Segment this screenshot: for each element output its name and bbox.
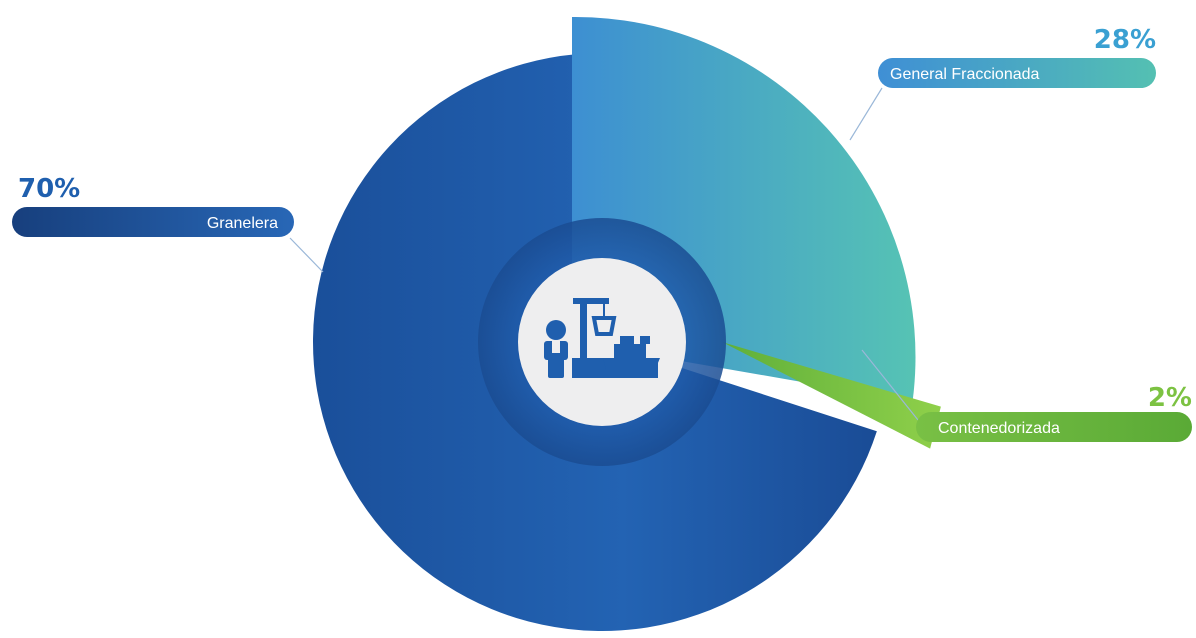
leader-line-general-fraccionada (849, 87, 883, 141)
leader-line-contenedorizada (861, 349, 919, 421)
callout-granelera: 70% Granelera (12, 174, 294, 237)
pct-label-granelera: 70% (18, 174, 80, 204)
leader-line-granelera (289, 237, 324, 273)
legend-label-contenedorizada: Contenedorizada (938, 420, 1060, 437)
pct-label-contenedorizada: 2% (1148, 383, 1192, 413)
pill-granelera (12, 207, 294, 237)
legend-label-granelera: Granelera (207, 215, 278, 232)
slice-contenedorizada (722, 342, 941, 449)
callout-general-fraccionada: 28% General Fraccionada (878, 25, 1156, 88)
pill-contenedorizada (916, 412, 1192, 442)
cargo-port-icon (544, 298, 660, 378)
legend-label-general-fraccionada: General Fraccionada (890, 66, 1040, 83)
pill-general-fraccionada (878, 58, 1156, 88)
callout-contenedorizada: 2% Contenedorizada (916, 383, 1192, 442)
pct-label-general-fraccionada: 28% (1094, 25, 1156, 55)
center-disc (518, 258, 686, 426)
leader-lines (289, 87, 919, 421)
